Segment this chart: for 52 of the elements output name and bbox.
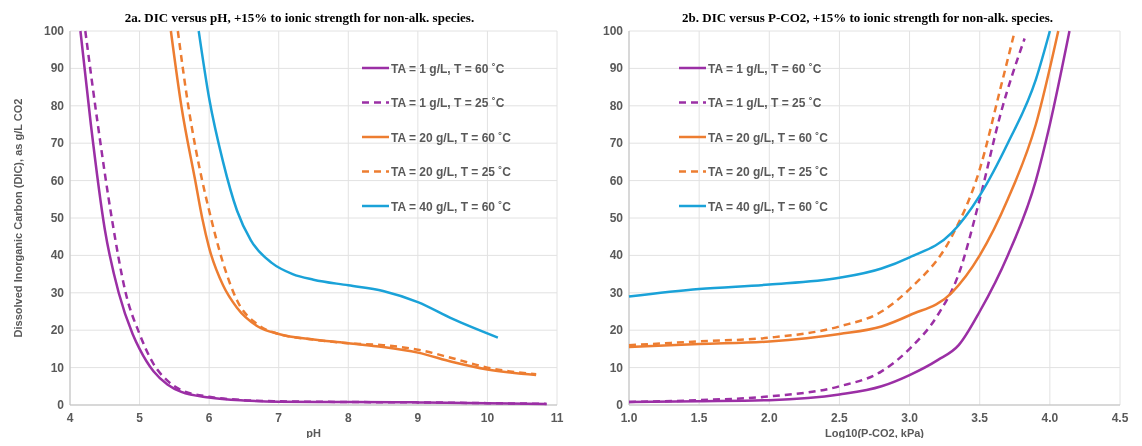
legend-label: TA = 20 g/L, T = 60 ˚C	[391, 130, 512, 145]
x-tick-label: 1.5	[690, 411, 708, 425]
legend-label: TA = 1 g/L, T = 60 ˚C	[391, 61, 505, 76]
legend-label: TA = 20 g/L, T = 60 ˚C	[708, 130, 829, 145]
x-tick-label: 2.5	[831, 411, 849, 425]
y-tick-label: 90	[609, 61, 624, 76]
legend-label: TA = 40 g/L, T = 60 ˚C	[708, 199, 829, 214]
x-tick-label: 9	[414, 411, 422, 425]
x-tick-label: 4	[66, 411, 74, 425]
y-tick-label: 60	[50, 173, 65, 188]
x-tick-label: 5	[136, 411, 144, 425]
y-tick-label: 40	[609, 248, 624, 263]
x-tick-label: 4.0	[1041, 411, 1059, 425]
y-tick-label: 100	[43, 24, 65, 38]
y-tick-label: 70	[50, 136, 65, 151]
y-axis-title: Dissolved Inorganic Carbon (DIC), as g/L CO2	[12, 98, 24, 338]
x-tick-label: 4.5	[1111, 411, 1129, 425]
x-tick-label: 3.0	[901, 411, 919, 425]
y-tick-label: 10	[50, 360, 65, 375]
y-tick-label: 100	[602, 24, 624, 38]
legend-label: TA = 1 g/L, T = 25 ˚C	[391, 96, 505, 110]
legend-label: TA = 40 g/L, T = 60 ˚C	[391, 199, 512, 214]
y-tick-label: 30	[50, 285, 65, 300]
line-series	[627, 29, 1052, 298]
y-tick-label: 30	[609, 285, 624, 300]
y-tick-label: 50	[609, 211, 624, 225]
x-tick-label: 3.5	[971, 411, 989, 425]
y-tick-label: 70	[609, 136, 624, 151]
y-tick-label: 50	[50, 211, 65, 225]
y-tick-label: 0	[57, 398, 65, 412]
x-tick-label: 10	[480, 411, 495, 425]
y-tick-label: 20	[50, 323, 65, 338]
x-tick-label: 2.0	[760, 411, 778, 425]
y-tick-label: 60	[609, 173, 624, 188]
chart-title: 2b. DIC versus P-CO2, +15% to ionic strength for non-alk. species.	[682, 10, 1053, 25]
y-tick-label: 10	[609, 360, 624, 375]
y-tick-label: 80	[50, 98, 65, 113]
x-tick-label: 6	[205, 411, 213, 425]
legend-label: TA = 20 g/L, T = 25 ˚C	[708, 165, 829, 179]
y-tick-label: 40	[50, 248, 65, 263]
legend-label: TA = 1 g/L, T = 60 ˚C	[708, 61, 822, 76]
y-tick-label: 0	[616, 398, 624, 412]
x-tick-label: 8	[344, 411, 352, 425]
x-tick-label: 1.0	[620, 411, 638, 425]
legend-label: TA = 1 g/L, T = 25 ˚C	[708, 96, 822, 110]
x-tick-label: 11	[550, 411, 564, 425]
y-tick-label: 80	[609, 98, 624, 113]
x-tick-label: 7	[275, 411, 283, 425]
chart-title: 2a. DIC versus pH, +15% to ionic strength for non-alk. species.	[124, 10, 475, 25]
y-tick-label: 90	[50, 61, 65, 76]
legend-label: TA = 20 g/L, T = 25 ˚C	[391, 165, 512, 179]
y-tick-label: 20	[609, 323, 624, 338]
